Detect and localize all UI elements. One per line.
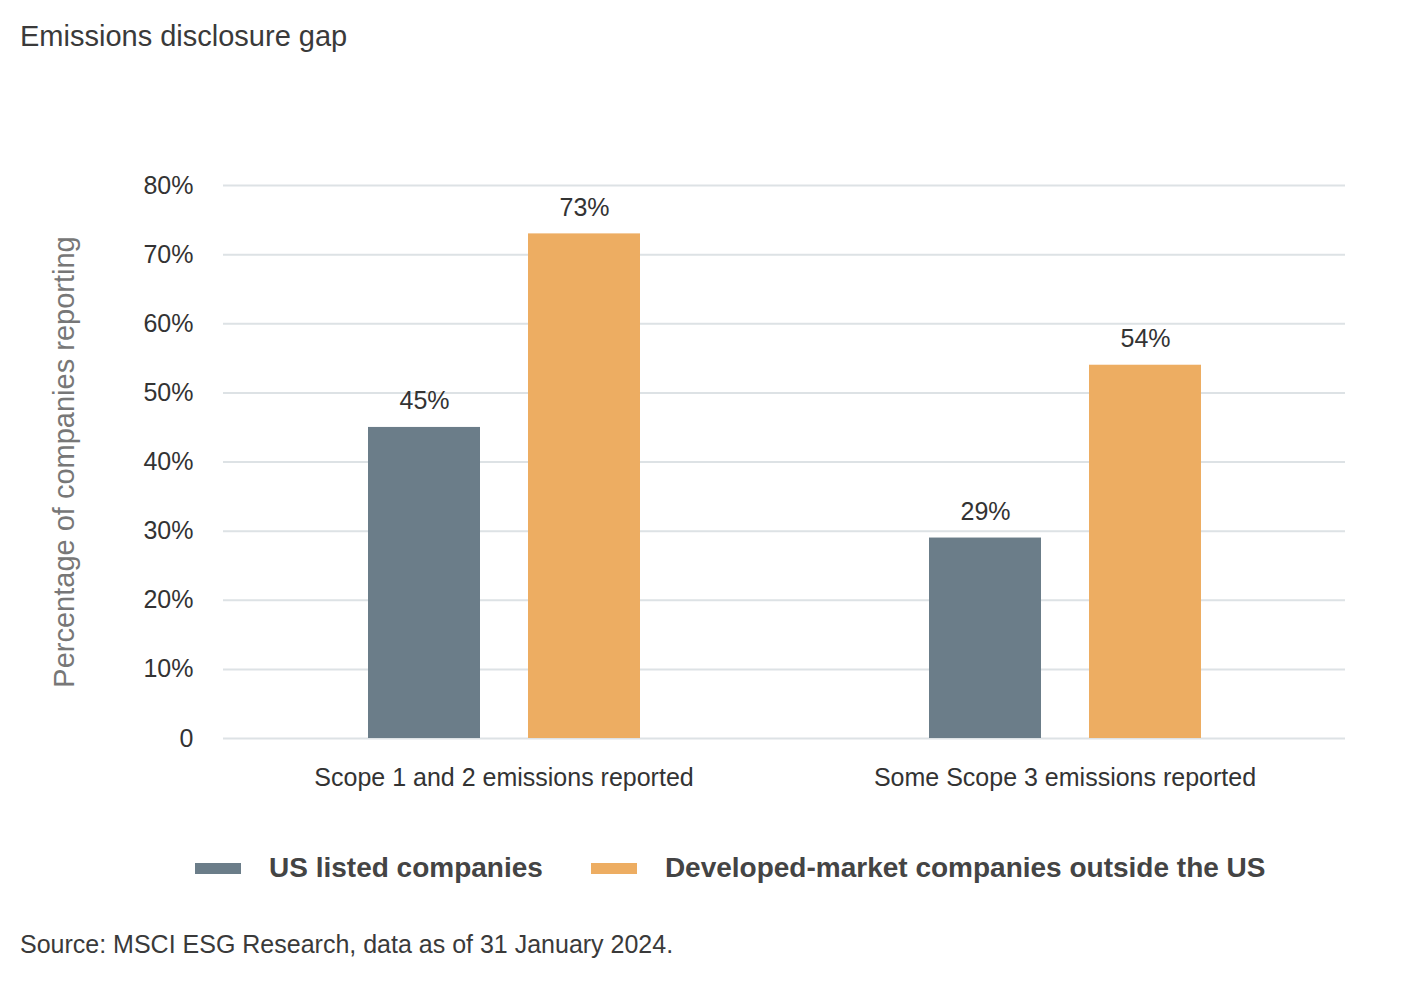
html-text:Emissions disclosure gap: Emissions disclosure gap xyxy=(20,20,348,52)
html-text:US listed companies: US listed companies xyxy=(269,852,543,883)
svg-text:Scope 1 and 2 emissions report: Scope 1 and 2 emissions reported xyxy=(314,763,693,791)
svg-text:Percentage of companies report: Percentage of companies reporting xyxy=(48,236,80,687)
svg-text:20%: 20% xyxy=(143,585,193,613)
svg-text:45%: 45% xyxy=(399,386,449,414)
svg-text:30%: 30% xyxy=(143,516,193,544)
svg-text:40%: 40% xyxy=(143,447,193,475)
svg-text:70%: 70% xyxy=(143,240,193,268)
svg-text:10%: 10% xyxy=(143,654,193,682)
svg-text:54%: 54% xyxy=(1120,324,1170,352)
svg-text:0: 0 xyxy=(180,724,194,752)
html-text:Source: MSCI ESG Research, dat: Source: MSCI ESG Research, data as of 31… xyxy=(20,930,674,958)
svg-text:Some Scope 3 emissions reporte: Some Scope 3 emissions reported xyxy=(874,763,1256,791)
svg-text:60%: 60% xyxy=(143,309,193,337)
svg-text:29%: 29% xyxy=(960,497,1010,525)
svg-text:50%: 50% xyxy=(143,378,193,406)
svg-text:80%: 80% xyxy=(143,171,193,199)
svg-text:73%: 73% xyxy=(559,193,609,221)
html-text:Developed-market companies out: Developed-market companies outside the U… xyxy=(664,852,1266,883)
